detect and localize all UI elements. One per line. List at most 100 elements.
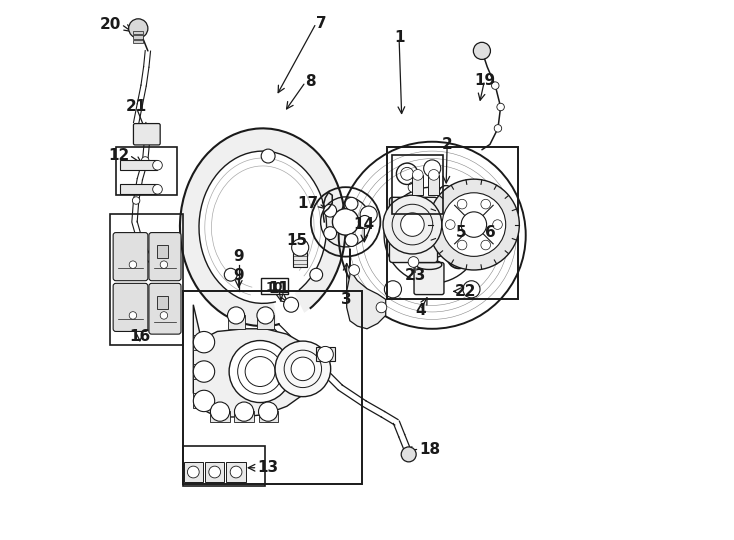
Bar <box>228 315 244 329</box>
FancyBboxPatch shape <box>149 284 181 334</box>
Circle shape <box>383 195 442 254</box>
Circle shape <box>349 265 360 275</box>
Circle shape <box>245 356 275 387</box>
Polygon shape <box>180 129 346 326</box>
Circle shape <box>492 82 499 89</box>
Text: 13: 13 <box>258 460 279 475</box>
Text: 10: 10 <box>266 281 283 294</box>
Bar <box>429 175 439 195</box>
Polygon shape <box>193 305 313 417</box>
Circle shape <box>481 199 490 209</box>
Circle shape <box>291 357 315 381</box>
Circle shape <box>360 206 377 223</box>
Text: 9: 9 <box>233 268 244 283</box>
Bar <box>133 39 143 43</box>
Circle shape <box>457 240 467 250</box>
Text: 14: 14 <box>354 217 375 232</box>
Circle shape <box>442 193 506 256</box>
Text: 22: 22 <box>455 284 476 299</box>
Circle shape <box>324 227 337 240</box>
Circle shape <box>129 312 137 319</box>
Circle shape <box>153 185 162 194</box>
Circle shape <box>291 239 309 256</box>
Text: 8: 8 <box>305 75 316 90</box>
Circle shape <box>228 307 244 324</box>
Circle shape <box>160 312 167 319</box>
Text: 4: 4 <box>415 302 426 318</box>
Circle shape <box>333 208 359 235</box>
Bar <box>110 214 183 345</box>
Circle shape <box>208 466 220 478</box>
Circle shape <box>376 302 387 313</box>
Bar <box>211 410 230 422</box>
Text: 5: 5 <box>457 225 467 240</box>
Circle shape <box>424 160 440 177</box>
Circle shape <box>410 213 454 258</box>
Bar <box>183 292 362 484</box>
Circle shape <box>234 402 254 421</box>
FancyBboxPatch shape <box>113 233 148 281</box>
Bar <box>184 462 203 482</box>
Circle shape <box>408 256 419 267</box>
Circle shape <box>408 182 419 192</box>
Bar <box>261 278 288 294</box>
Circle shape <box>446 220 455 229</box>
Circle shape <box>461 212 487 237</box>
Circle shape <box>155 266 162 274</box>
Text: 7: 7 <box>316 16 327 31</box>
Bar <box>193 364 204 379</box>
FancyBboxPatch shape <box>113 284 148 332</box>
Bar <box>388 147 518 299</box>
Bar <box>258 410 277 422</box>
Circle shape <box>481 240 490 250</box>
Circle shape <box>129 261 137 268</box>
Bar <box>257 315 274 329</box>
Text: 21: 21 <box>126 99 147 114</box>
Bar <box>205 462 225 482</box>
FancyBboxPatch shape <box>134 124 160 145</box>
Circle shape <box>229 341 291 402</box>
Bar <box>193 394 204 408</box>
Circle shape <box>132 197 140 204</box>
Circle shape <box>275 341 330 397</box>
Circle shape <box>487 206 504 223</box>
Text: 9: 9 <box>233 249 244 264</box>
Circle shape <box>345 197 358 210</box>
Circle shape <box>429 179 520 270</box>
Circle shape <box>457 199 467 209</box>
Text: 1: 1 <box>394 30 404 45</box>
Circle shape <box>345 234 358 246</box>
Bar <box>316 348 335 361</box>
Bar <box>183 447 266 487</box>
Bar <box>157 245 167 258</box>
Circle shape <box>193 361 214 382</box>
Circle shape <box>225 268 237 281</box>
Text: 11: 11 <box>269 281 289 296</box>
Circle shape <box>478 247 488 258</box>
Text: 19: 19 <box>474 73 495 88</box>
Text: 18: 18 <box>419 442 440 456</box>
Circle shape <box>473 42 490 59</box>
Bar <box>227 462 246 482</box>
Circle shape <box>193 332 214 353</box>
Text: 3: 3 <box>341 292 352 307</box>
Circle shape <box>128 19 148 38</box>
Circle shape <box>324 204 337 217</box>
Bar <box>413 175 423 195</box>
Circle shape <box>257 307 274 324</box>
Circle shape <box>193 390 214 411</box>
Circle shape <box>385 281 401 298</box>
Bar <box>157 296 167 309</box>
Circle shape <box>494 125 501 132</box>
Circle shape <box>474 244 492 261</box>
Circle shape <box>401 213 424 237</box>
Circle shape <box>153 160 162 170</box>
Bar <box>116 147 178 195</box>
Circle shape <box>283 297 299 312</box>
Bar <box>120 160 158 170</box>
Text: 16: 16 <box>129 329 150 345</box>
Circle shape <box>493 220 502 229</box>
FancyBboxPatch shape <box>149 233 181 281</box>
FancyBboxPatch shape <box>390 197 437 262</box>
Circle shape <box>317 347 333 362</box>
